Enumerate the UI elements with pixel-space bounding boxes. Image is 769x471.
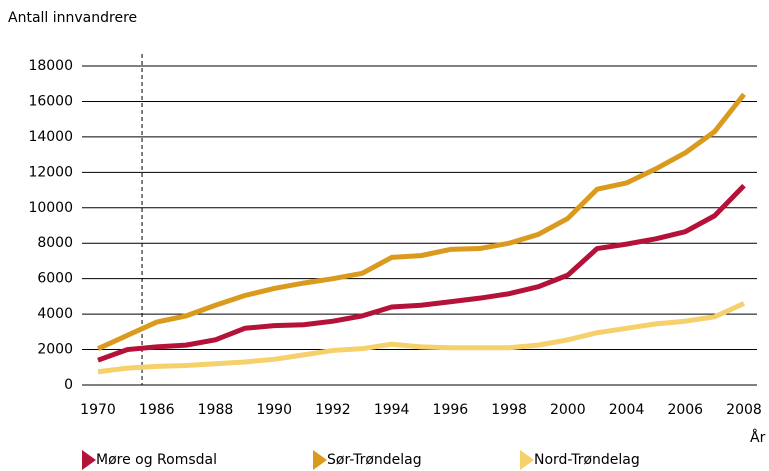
y-tick-label: 14000 bbox=[28, 129, 73, 145]
x-tick-label: 1970 bbox=[80, 402, 116, 418]
y-tick-label: 4000 bbox=[37, 306, 73, 322]
y-axis-label: Antall innvandrere bbox=[8, 10, 137, 26]
y-tick-label: 16000 bbox=[28, 93, 73, 109]
y-tick-label: 18000 bbox=[28, 58, 73, 74]
legend-label: Sør-Trøndelag bbox=[327, 452, 422, 468]
y-tick-label: 2000 bbox=[37, 342, 73, 358]
y-tick-label: 8000 bbox=[37, 235, 73, 251]
x-tick-label: 1992 bbox=[315, 402, 351, 418]
x-tick-label: 2008 bbox=[726, 402, 762, 418]
series-line bbox=[97, 183, 746, 363]
y-tick-label: 0 bbox=[64, 377, 73, 393]
y-tick-label: 12000 bbox=[28, 164, 73, 180]
x-tick-label: 2006 bbox=[667, 402, 703, 418]
y-tick-label: 10000 bbox=[28, 200, 73, 216]
y-tick-label: 6000 bbox=[37, 271, 73, 287]
x-tick-label: 2004 bbox=[609, 402, 645, 418]
legend-marker bbox=[82, 450, 96, 470]
legend-marker bbox=[313, 450, 327, 470]
series-line bbox=[97, 301, 746, 375]
x-tick-label: 1996 bbox=[433, 402, 469, 418]
legend-marker bbox=[520, 450, 534, 470]
x-tick-label: 1994 bbox=[374, 402, 410, 418]
legend-label: Møre og Romsdal bbox=[96, 452, 217, 468]
legend-label: Nord-Trøndelag bbox=[534, 452, 640, 468]
x-axis-label: År bbox=[750, 429, 766, 446]
x-tick-label: 1988 bbox=[198, 402, 234, 418]
x-tick-label: 1986 bbox=[139, 402, 175, 418]
x-tick-label: 1998 bbox=[491, 402, 527, 418]
x-tick-label: 2000 bbox=[550, 402, 586, 418]
series-line bbox=[96, 92, 746, 351]
x-tick-label: 1990 bbox=[256, 402, 292, 418]
